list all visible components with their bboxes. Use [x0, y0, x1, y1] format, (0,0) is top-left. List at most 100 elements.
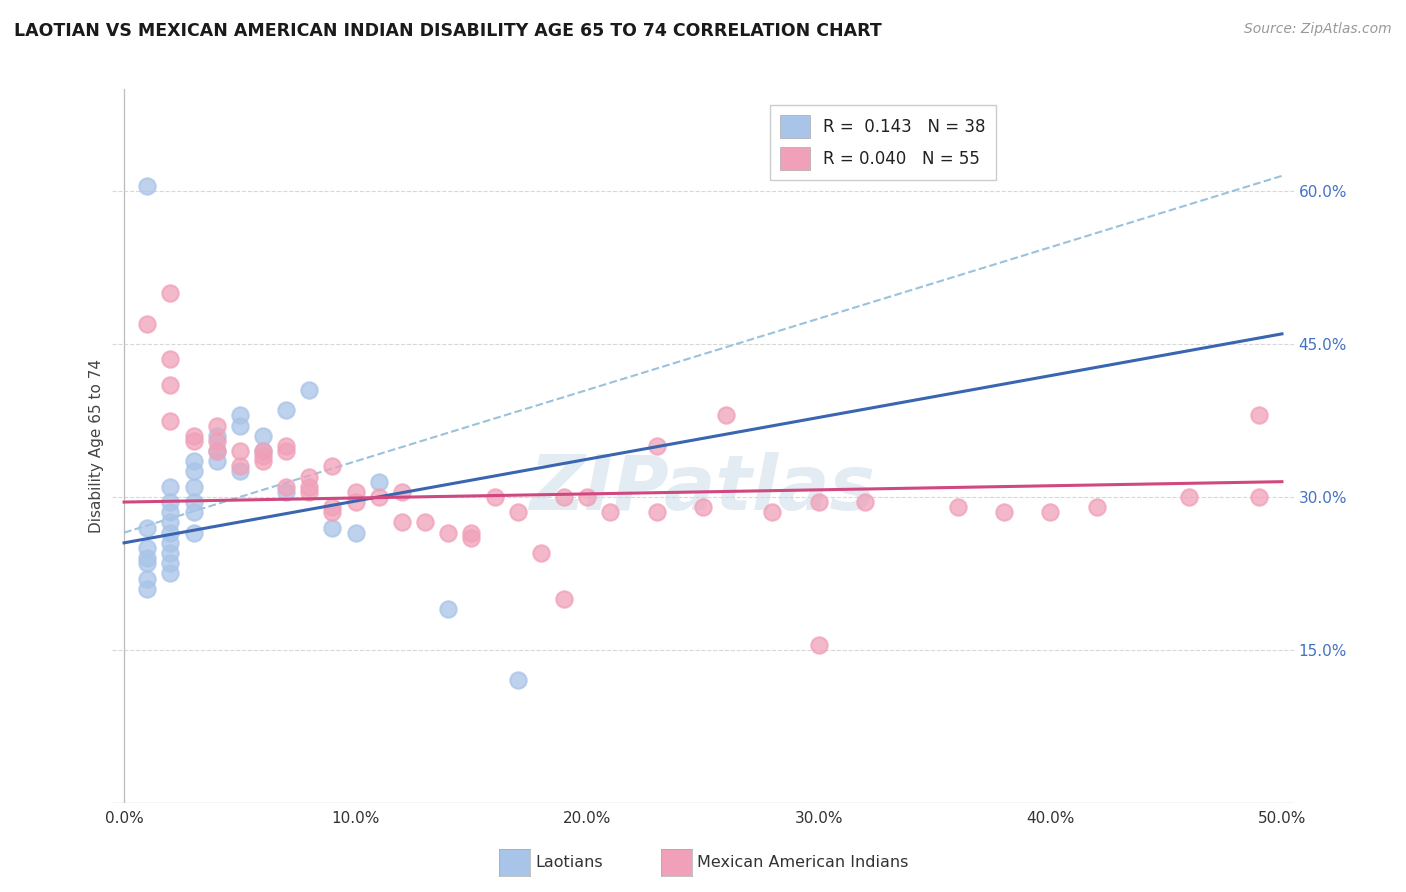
Point	[367, 490, 389, 504]
Point	[460, 525, 482, 540]
Point	[645, 505, 668, 519]
Point	[344, 495, 367, 509]
Point	[276, 444, 298, 458]
Point	[252, 444, 274, 458]
Point	[1178, 490, 1201, 504]
Point	[321, 520, 343, 534]
Point	[1085, 500, 1108, 515]
Point	[391, 484, 413, 499]
Point	[136, 317, 159, 331]
Point	[159, 546, 181, 560]
Point	[692, 500, 714, 515]
Point	[159, 352, 181, 367]
Legend: R =  0.143   N = 38, R = 0.040   N = 55: R = 0.143 N = 38, R = 0.040 N = 55	[770, 104, 995, 180]
Point	[159, 505, 181, 519]
Point	[298, 469, 321, 483]
Point	[993, 505, 1015, 519]
Point	[183, 495, 205, 509]
Point	[391, 516, 413, 530]
Point	[136, 572, 159, 586]
Point	[252, 449, 274, 463]
Point	[853, 495, 876, 509]
Point	[183, 429, 205, 443]
Point	[159, 413, 181, 427]
Point	[205, 444, 228, 458]
Point	[1039, 505, 1062, 519]
Point	[183, 434, 205, 448]
Point	[136, 582, 159, 596]
Point	[183, 505, 205, 519]
Point	[252, 454, 274, 468]
Point	[298, 480, 321, 494]
Point	[506, 505, 529, 519]
Point	[183, 454, 205, 468]
Text: ZIPatlas: ZIPatlas	[530, 452, 876, 525]
Text: LAOTIAN VS MEXICAN AMERICAN INDIAN DISABILITY AGE 65 TO 74 CORRELATION CHART: LAOTIAN VS MEXICAN AMERICAN INDIAN DISAB…	[14, 22, 882, 40]
Point	[413, 516, 436, 530]
Point	[159, 566, 181, 581]
Point	[1247, 490, 1270, 504]
Point	[460, 531, 482, 545]
Point	[298, 484, 321, 499]
Point	[159, 536, 181, 550]
Point	[159, 516, 181, 530]
Point	[321, 459, 343, 474]
Point	[159, 525, 181, 540]
Point	[807, 638, 830, 652]
Point	[484, 490, 506, 504]
Point	[1247, 409, 1270, 423]
Point	[344, 484, 367, 499]
Y-axis label: Disability Age 65 to 74: Disability Age 65 to 74	[89, 359, 104, 533]
Point	[530, 546, 553, 560]
Point	[321, 505, 343, 519]
Point	[159, 480, 181, 494]
Point	[229, 409, 252, 423]
Point	[276, 403, 298, 417]
Point	[205, 444, 228, 458]
Point	[506, 673, 529, 688]
Point	[321, 500, 343, 515]
Point	[159, 556, 181, 570]
Point	[714, 409, 737, 423]
Point	[136, 179, 159, 194]
Point	[553, 591, 575, 606]
Point	[553, 490, 575, 504]
Point	[367, 475, 389, 489]
Point	[761, 505, 783, 519]
Point	[205, 454, 228, 468]
Point	[344, 525, 367, 540]
Point	[183, 480, 205, 494]
Point	[159, 286, 181, 301]
Point	[276, 480, 298, 494]
Point	[136, 541, 159, 555]
Point	[229, 465, 252, 479]
Point	[576, 490, 599, 504]
Point	[183, 525, 205, 540]
Point	[946, 500, 969, 515]
Point	[276, 439, 298, 453]
Point	[599, 505, 621, 519]
Point	[229, 459, 252, 474]
Point	[183, 465, 205, 479]
Point	[807, 495, 830, 509]
Point	[136, 520, 159, 534]
Point	[159, 495, 181, 509]
Text: Laotians: Laotians	[536, 855, 603, 870]
Point	[229, 418, 252, 433]
Text: Source: ZipAtlas.com: Source: ZipAtlas.com	[1244, 22, 1392, 37]
Point	[298, 383, 321, 397]
Point	[252, 444, 274, 458]
Point	[276, 484, 298, 499]
Point	[136, 551, 159, 566]
Point	[252, 429, 274, 443]
Point	[437, 525, 460, 540]
Point	[645, 439, 668, 453]
Point	[229, 444, 252, 458]
Point	[437, 602, 460, 616]
Point	[205, 434, 228, 448]
Point	[136, 556, 159, 570]
Point	[205, 418, 228, 433]
Point	[159, 377, 181, 392]
Point	[205, 429, 228, 443]
Text: Mexican American Indians: Mexican American Indians	[697, 855, 908, 870]
